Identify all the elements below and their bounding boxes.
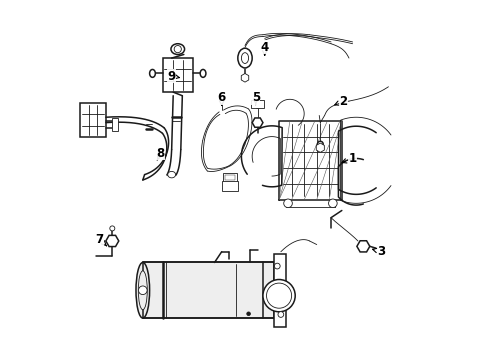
Circle shape <box>318 141 323 147</box>
Bar <box>274 253 286 327</box>
FancyBboxPatch shape <box>80 103 106 137</box>
Bar <box>143 262 274 318</box>
Circle shape <box>284 199 293 208</box>
Ellipse shape <box>136 262 149 318</box>
Ellipse shape <box>149 69 155 77</box>
Text: 9: 9 <box>168 69 179 82</box>
Circle shape <box>274 263 280 269</box>
Circle shape <box>278 312 284 318</box>
Bar <box>112 118 118 131</box>
Bar <box>223 173 237 182</box>
Text: 6: 6 <box>218 91 226 105</box>
Text: 7: 7 <box>96 233 106 246</box>
Ellipse shape <box>242 53 248 63</box>
Ellipse shape <box>168 171 175 178</box>
Text: 2: 2 <box>335 95 348 108</box>
Bar <box>143 262 274 318</box>
Circle shape <box>110 226 115 231</box>
Ellipse shape <box>171 44 185 54</box>
Text: 4: 4 <box>261 41 269 55</box>
Bar <box>221 181 238 192</box>
Circle shape <box>263 279 295 312</box>
Circle shape <box>329 199 337 208</box>
Ellipse shape <box>138 271 147 310</box>
Ellipse shape <box>238 48 252 68</box>
Ellipse shape <box>200 69 206 77</box>
Ellipse shape <box>274 255 286 325</box>
Text: 5: 5 <box>252 91 260 105</box>
Bar <box>225 175 235 180</box>
Circle shape <box>139 286 147 294</box>
Text: 1: 1 <box>342 152 357 165</box>
FancyBboxPatch shape <box>163 58 193 92</box>
Circle shape <box>174 45 181 53</box>
Bar <box>251 100 264 108</box>
Text: 3: 3 <box>372 245 385 258</box>
Text: 8: 8 <box>157 147 165 160</box>
Circle shape <box>267 283 292 308</box>
Circle shape <box>247 312 250 316</box>
